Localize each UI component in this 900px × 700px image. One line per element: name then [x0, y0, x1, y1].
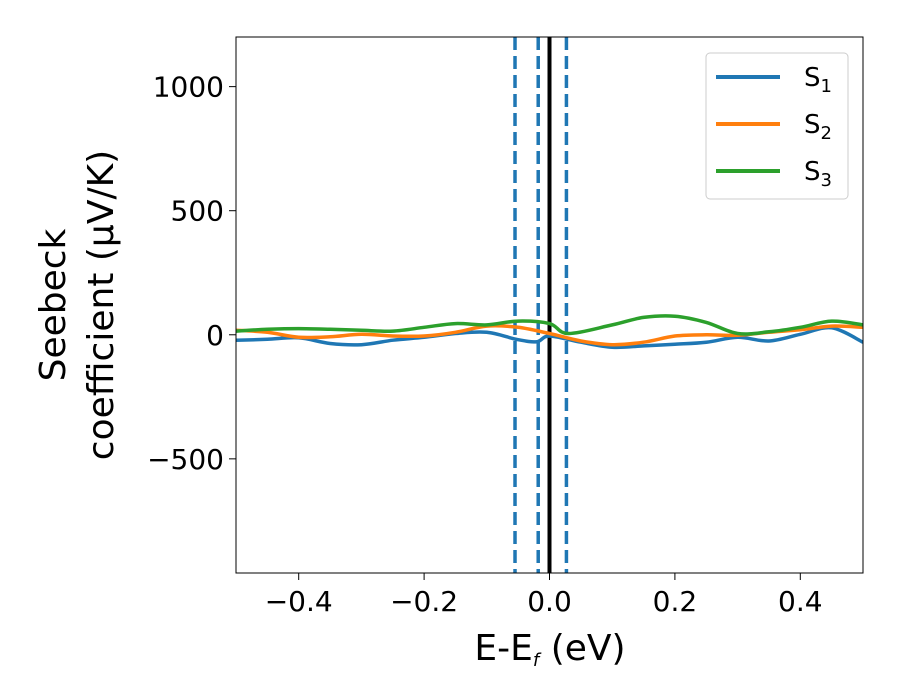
- x-tick-label: 0.0: [527, 585, 572, 618]
- series-line-s1: [236, 325, 863, 350]
- y-axis-label-line1: Seebeck: [33, 228, 74, 381]
- x-tick-label: −0.2: [390, 585, 458, 618]
- x-tick-label: 0.4: [778, 585, 823, 618]
- vertical-reference-lines: [513, 37, 569, 573]
- legend: S1 S2 S3: [705, 52, 849, 200]
- y-axis-ticks: −500 0 500 1000: [147, 71, 236, 476]
- plot-area: [235, 36, 864, 574]
- series-lines: [236, 314, 863, 350]
- legend-label-s1: S1: [804, 63, 832, 97]
- y-tick-label: 1000: [153, 71, 224, 104]
- y-axis-label-line2: coefficient (μV/K): [81, 150, 122, 460]
- x-axis-label-main: E-E: [474, 628, 532, 669]
- x-axis-label: E-Ef (eV): [474, 628, 625, 671]
- x-tick-label: −0.4: [265, 585, 333, 618]
- legend-label-s2: S2: [804, 110, 832, 144]
- x-axis-label-unit: (eV): [539, 628, 625, 669]
- x-axis-ticks: −0.4 −0.2 0.0 0.2 0.4: [265, 573, 823, 618]
- x-axis-label-sub: f: [533, 650, 542, 671]
- y-axis-label: Seebeck coefficient (μV/K): [33, 150, 122, 460]
- y-tick-label: −500: [147, 443, 224, 476]
- y-tick-label: 500: [171, 195, 224, 228]
- series-line-s3: [236, 314, 863, 336]
- x-tick-label: 0.2: [653, 585, 698, 618]
- y-tick-label: 0: [206, 319, 224, 352]
- legend-label-s3: S3: [804, 157, 832, 191]
